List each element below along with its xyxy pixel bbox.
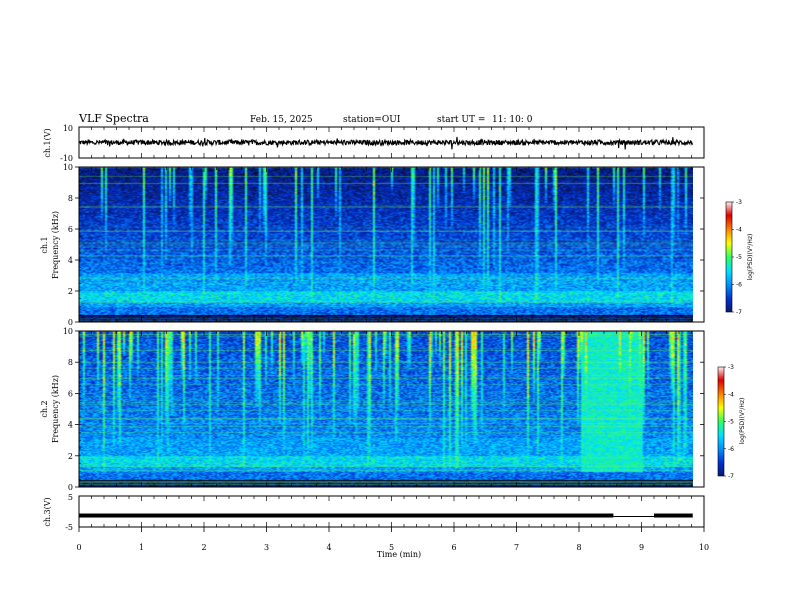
- chart-title: VLF Spectra: [78, 112, 149, 125]
- ch3-trace: [79, 513, 693, 518]
- y-tick-label: 6: [68, 389, 73, 398]
- ch1-spectrogram: [79, 167, 693, 322]
- date-label: Feb. 15, 2025: [250, 115, 313, 125]
- colorbar-tick-label: -7: [728, 473, 734, 480]
- ch1-panel: 10 -10 ch.1(V): [43, 124, 705, 163]
- ch3-signal-band: [654, 513, 693, 518]
- colorbar-tick-label: -7: [736, 309, 742, 316]
- x-tick-label: 6: [451, 543, 456, 552]
- ch1-ytick-bottom: -10: [60, 154, 73, 163]
- ch1-spectrogram-ylabel-ch: ch.1: [40, 236, 49, 253]
- colorbar-tick-label: -3: [728, 364, 734, 371]
- x-axis-label: Time (min): [377, 550, 421, 559]
- x-tick-label: 4: [326, 543, 331, 552]
- x-tick-label: 7: [514, 543, 519, 552]
- y-tick-label: 10: [63, 327, 73, 336]
- y-tick-label: 8: [68, 194, 73, 203]
- x-tick-label: 1: [139, 543, 144, 552]
- colorbar-tick-label: -3: [736, 199, 742, 206]
- ch2-spectrogram-panel: 0 2 4 6 8 10 ch.2 Frequency (kHz): [40, 327, 705, 492]
- colorbar-1-ticks: -3 -4 -5 -6 -7: [732, 199, 742, 316]
- ch3-signal-band: [79, 513, 614, 518]
- ch1-xticks: [78, 127, 705, 158]
- ch1-ylabel: ch.1(V): [43, 128, 52, 157]
- x-tick-label: 3: [264, 543, 269, 552]
- colorbar-2-gradient: [718, 367, 724, 476]
- ch2-spectrogram-xticks: [78, 331, 705, 487]
- y-tick-label: 10: [63, 163, 73, 172]
- ch3-ylabel: ch.3(V): [43, 497, 52, 526]
- y-tick-label: 0: [68, 318, 73, 327]
- ch1-trace: [78, 136, 694, 150]
- ch2-spectrogram-ylabel-ch: ch.2: [40, 400, 49, 417]
- y-tick-label: 2: [68, 452, 73, 461]
- colorbar-1-label: log(PSD)(V²/Hz): [747, 234, 754, 281]
- y-tick-label: 8: [68, 358, 73, 367]
- colorbar-tick-label: -6: [736, 282, 742, 289]
- ch1-spectrogram-xticks: [78, 167, 705, 322]
- colorbar-1-gradient: [726, 202, 732, 312]
- colorbar-2: -3 -4 -5 -6 -7 log(PSD)(V²/Hz): [717, 364, 746, 480]
- ch1-spectrogram-yticks: 0 2 4 6 8 10: [63, 163, 704, 327]
- colorbar-2-label: log(PSD)(V²/Hz): [739, 398, 746, 445]
- ch1-ytick-top: 10: [63, 124, 73, 133]
- x-tick-label: 9: [639, 543, 644, 552]
- station-label: station=OUI: [343, 115, 401, 125]
- y-tick-label: 2: [68, 287, 73, 296]
- colorbar-tick-label: -5: [728, 419, 734, 426]
- ch3-panel: 5 -5 ch.3(V) 0 1 2 3 4 5 6 7 8 9 10 Time (min): [43, 493, 709, 559]
- x-tick-label: 8: [576, 543, 581, 552]
- x-tick-label: 0: [76, 543, 81, 552]
- y-tick-label: 4: [68, 421, 73, 430]
- x-tick-label: 5: [389, 543, 394, 552]
- colorbar-tick-label: -6: [728, 446, 734, 453]
- x-tick-labels: 0 1 2 3 4 5 6 7 8 9 10: [76, 527, 709, 552]
- ch2-spectrogram-ylabel-freq: Frequency (kHz): [51, 375, 60, 443]
- colorbar-1: -3 -4 -5 -6 -7 log(PSD)(V²/Hz): [725, 199, 754, 316]
- ch3-ytick-bottom: -5: [65, 523, 73, 532]
- colorbar-2-ticks: -3 -4 -5 -6 -7: [724, 364, 734, 480]
- ch3-ytick-top: 5: [68, 493, 73, 502]
- y-tick-label: 0: [68, 483, 73, 492]
- x-tick-label: 10: [699, 543, 709, 552]
- colorbar-tick-label: -4: [728, 391, 734, 398]
- ch1-spectrogram-panel: 0 2 4 6 8 10 ch.1 Frequency (kHz): [40, 163, 705, 327]
- y-tick-label: 4: [68, 256, 73, 265]
- y-tick-label: 6: [68, 225, 73, 234]
- start-ut-value: 11: 10: 0: [492, 115, 533, 125]
- ch3-frame: [78, 495, 705, 528]
- ch1-waveform-line: [78, 136, 694, 150]
- start-ut-label: start UT =: [437, 115, 485, 125]
- ch1-spectrogram-ylabel-freq: Frequency (kHz): [51, 211, 60, 279]
- ch3-xticks: [78, 496, 705, 527]
- colorbar-tick-label: -5: [736, 254, 742, 261]
- ch2-spectrogram: [79, 331, 693, 487]
- x-tick-label: 2: [201, 543, 206, 552]
- ch2-spectrogram-yticks: 0 2 4 6 8 10: [63, 327, 704, 492]
- colorbar-tick-label: -4: [736, 227, 742, 234]
